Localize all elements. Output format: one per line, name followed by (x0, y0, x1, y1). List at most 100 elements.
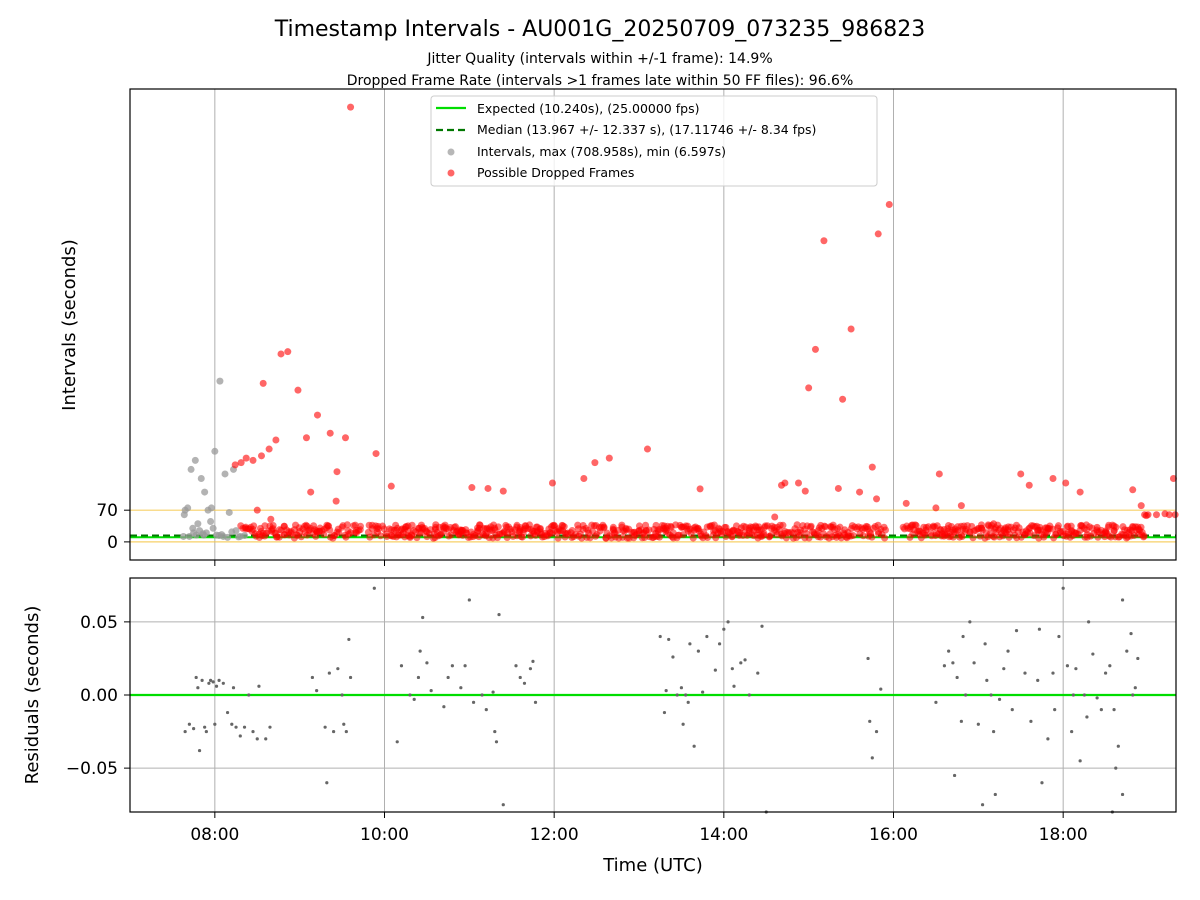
residual-point (1112, 708, 1116, 712)
residual-point (662, 710, 667, 715)
residual-point (497, 612, 501, 617)
residual-point (491, 690, 495, 694)
residual-point (332, 729, 336, 734)
dropped-frame-point (307, 488, 315, 496)
dropped-frame-point (1049, 474, 1057, 482)
residual-point (208, 678, 213, 682)
dropped-frame-point (820, 237, 828, 245)
residual-point (664, 689, 668, 693)
residual-point (194, 675, 198, 680)
residual-point (225, 710, 230, 715)
residual-point (231, 686, 236, 690)
dropped-frame-point (807, 522, 815, 530)
residual-point (696, 649, 700, 653)
residual-point (972, 661, 976, 665)
residual-point (230, 722, 234, 726)
y-tick-label: 0.05 (80, 613, 118, 633)
dropped-frame-point (332, 497, 340, 505)
dropped-frame-point (1165, 511, 1173, 519)
dropped-frame-point (868, 463, 876, 471)
dropped-frame-point (559, 522, 567, 530)
dropped-frame-point (313, 411, 321, 419)
dropped-frame-point (779, 521, 787, 529)
residual-point (1136, 656, 1140, 661)
residual-point (501, 803, 505, 807)
dropped-frame-point (347, 103, 355, 111)
residual-point (463, 664, 467, 668)
y-tick-label: −0.05 (66, 759, 118, 779)
dropped-frame-point (820, 522, 828, 530)
residual-point (200, 678, 204, 682)
residual-point (203, 725, 207, 729)
residual-point (344, 729, 348, 734)
residual-point (980, 803, 985, 807)
residual-point (268, 725, 272, 729)
legend: Expected (10.240s), (25.00000 fps) Media… (430, 95, 878, 187)
residual-point (870, 756, 874, 760)
residual-point (722, 627, 726, 631)
dropped-frame-point (253, 506, 261, 514)
intervals-y-axis-label: Intervals (seconds) (59, 239, 80, 411)
residual-point (717, 642, 722, 646)
residual-point (1133, 686, 1137, 690)
residual-point (183, 729, 187, 734)
dropped-frame-point (868, 533, 876, 541)
residual-point (989, 693, 993, 697)
residual-point (204, 729, 208, 734)
residual-point (743, 658, 747, 662)
intervals-panel: 0 70 Intervals (seconds) Expected (10.240… (59, 88, 1179, 566)
residual-point (1036, 678, 1040, 682)
residual-point (730, 667, 734, 671)
residual-point (705, 634, 709, 639)
legend-expected-label: Expected (10.240s), (25.00000 fps) (477, 101, 699, 116)
residual-point (1095, 696, 1099, 700)
residual-point (348, 675, 353, 680)
dropped-frame-point (1112, 523, 1120, 531)
dropped-frame-point (272, 436, 280, 444)
residual-point (1131, 693, 1135, 697)
dropped-frame-point (257, 452, 265, 460)
dropped-frame-point (839, 395, 847, 403)
dropped-frame-point (834, 484, 842, 492)
interval-point (187, 465, 195, 473)
intervals-plot-frame (129, 88, 1177, 561)
dropped-frame-point (326, 429, 334, 437)
dropped-frame-point (704, 534, 712, 542)
dropped-frame-point (413, 534, 421, 542)
residual-point (756, 671, 760, 675)
residual-point (347, 637, 351, 642)
residual-point (484, 708, 488, 712)
residual-point (992, 729, 996, 734)
y-tick-label: 0 (107, 533, 118, 553)
residual-point (528, 667, 533, 671)
legend-median-label: Median (13.967 +/- 12.337 s), (17.11746 … (477, 122, 816, 137)
chart-title: Timestamp Intervals - AU001G_20250709_07… (274, 17, 926, 42)
dropped-frame-point (277, 350, 285, 358)
dropped-frame-point (696, 485, 704, 493)
residual-point (327, 671, 331, 675)
dropped-frame-point (728, 532, 736, 540)
dropped-frame-point (849, 532, 857, 540)
dropped-frame-point (372, 450, 380, 458)
residual-point (196, 686, 200, 690)
residual-point (1108, 664, 1112, 668)
residual-point (874, 729, 879, 734)
residual-point (760, 624, 764, 628)
residual-point (1114, 766, 1118, 770)
dropped-frame-point (605, 454, 613, 462)
threshold-lines (130, 509, 1176, 543)
dropped-frame-point (294, 386, 302, 394)
residual-point (207, 681, 211, 685)
residual-point (976, 722, 980, 726)
residual-point (1002, 667, 1006, 671)
dropped-frame-point (805, 384, 813, 392)
dropped-frame-point (1076, 488, 1084, 496)
dropped-frame-point (656, 533, 664, 541)
dropped-frame-point (873, 495, 881, 503)
residual-point (1120, 598, 1125, 602)
residual-point (964, 693, 968, 697)
dropped-frame-point (578, 534, 586, 542)
residual-point (234, 725, 238, 729)
residual-point (450, 664, 454, 668)
dropped-frame-point (957, 502, 965, 510)
